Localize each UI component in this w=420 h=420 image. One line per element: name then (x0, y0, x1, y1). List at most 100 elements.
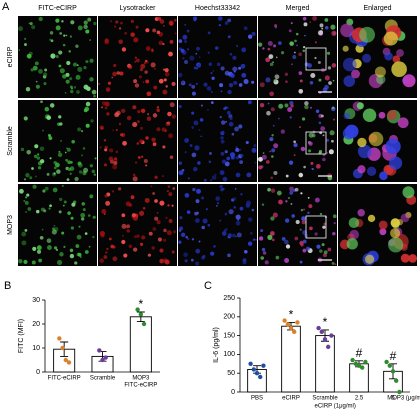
cell (234, 188, 237, 190)
cell (124, 31, 128, 35)
cell (273, 79, 277, 83)
x-tick-label: Scramble (312, 396, 338, 402)
cell (321, 27, 324, 30)
cell (132, 105, 137, 110)
cell (231, 233, 236, 238)
cell (93, 173, 97, 176)
cell (38, 16, 43, 22)
cell (261, 154, 267, 160)
cell (248, 217, 253, 222)
cell (289, 101, 294, 106)
cell (162, 42, 165, 46)
cell (285, 174, 289, 178)
data-point (295, 320, 300, 325)
cell (164, 129, 168, 132)
micrograph (98, 100, 177, 182)
cell (288, 29, 292, 33)
cell (146, 116, 152, 121)
cell (178, 240, 182, 244)
cell (185, 235, 189, 239)
panel-label: C (204, 280, 212, 292)
cell (162, 89, 168, 95)
cell (136, 234, 140, 238)
cell (302, 45, 306, 49)
cell (156, 30, 161, 35)
cell (65, 79, 70, 84)
cell (289, 190, 294, 195)
cell (43, 82, 47, 86)
cell (260, 165, 264, 168)
cell (195, 261, 200, 266)
group-label: MOP3 (μg/ml) (387, 396, 420, 402)
cell (324, 75, 330, 81)
cell (284, 239, 289, 245)
cell (269, 137, 274, 142)
cell (241, 72, 247, 78)
cell (198, 56, 201, 59)
cell (402, 74, 416, 88)
x-tick-label: PBS (251, 396, 263, 402)
cell (205, 208, 209, 211)
cell (267, 234, 273, 240)
cell (219, 170, 225, 176)
cell (330, 24, 336, 30)
cell (65, 158, 69, 162)
data-point (350, 357, 355, 363)
cell (162, 24, 165, 27)
cell (103, 163, 108, 167)
cell (167, 185, 171, 188)
cell (23, 37, 27, 40)
cell (180, 48, 185, 53)
cell (174, 32, 177, 35)
cell (126, 229, 130, 233)
cell (267, 102, 270, 105)
cell (216, 202, 219, 205)
cell (235, 172, 241, 178)
cell (131, 213, 136, 218)
cell (36, 249, 42, 254)
cell (309, 21, 312, 24)
cell (27, 207, 32, 211)
cell (70, 20, 75, 25)
cell (298, 52, 303, 57)
y-tick-label: 250 (223, 295, 235, 302)
cell (156, 211, 159, 214)
annotation: * (138, 297, 143, 311)
cell (227, 253, 231, 258)
cell (184, 137, 190, 143)
cell (298, 172, 304, 178)
cell (130, 19, 134, 23)
cell (312, 16, 317, 21)
cell (91, 169, 96, 174)
cell (118, 122, 122, 126)
cell (198, 240, 201, 243)
cell (270, 188, 276, 193)
cell (311, 133, 316, 138)
cell (386, 110, 398, 121)
cell (34, 175, 37, 178)
cell (322, 225, 326, 229)
data-point (322, 337, 328, 342)
cell (136, 142, 140, 145)
cell (182, 34, 188, 40)
cell (328, 81, 332, 85)
cell (145, 136, 149, 140)
cell (42, 189, 46, 193)
cell (298, 89, 304, 94)
cell (267, 47, 271, 51)
cell (71, 202, 76, 207)
cell (114, 25, 117, 28)
cell (26, 149, 31, 155)
cell (85, 101, 91, 107)
cell (366, 166, 377, 176)
cell (301, 216, 306, 221)
cell (134, 56, 137, 59)
column-header: Merged (286, 5, 310, 12)
cell (63, 245, 66, 249)
cell (142, 207, 146, 210)
cell (328, 149, 334, 155)
y-tick-label: 10 (32, 345, 40, 352)
cell (21, 231, 27, 237)
cell (167, 204, 170, 207)
cell (196, 67, 199, 70)
